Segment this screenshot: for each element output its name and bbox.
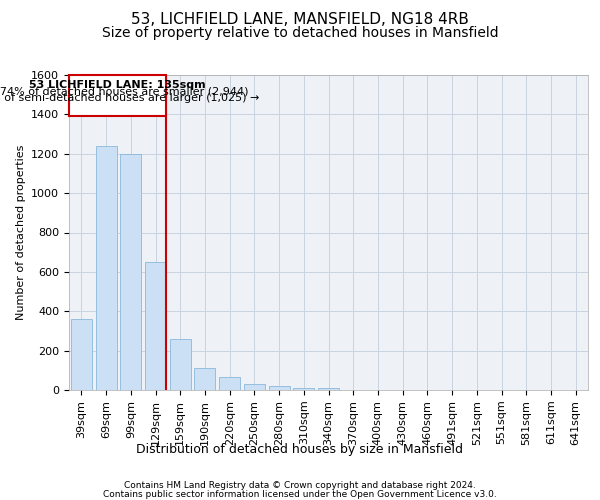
- Bar: [120, 154, 141, 390]
- Bar: [244, 384, 265, 390]
- Bar: [293, 388, 314, 390]
- Bar: [318, 388, 339, 390]
- Text: 26% of semi-detached houses are larger (1,025) →: 26% of semi-detached houses are larger (…: [0, 92, 259, 102]
- Bar: [194, 368, 215, 390]
- Bar: [69, 75, 166, 116]
- Bar: [95, 146, 116, 390]
- Y-axis label: Number of detached properties: Number of detached properties: [16, 145, 26, 320]
- Bar: [170, 339, 191, 390]
- Text: 53, LICHFIELD LANE, MANSFIELD, NG18 4RB: 53, LICHFIELD LANE, MANSFIELD, NG18 4RB: [131, 12, 469, 28]
- Text: Contains HM Land Registry data © Crown copyright and database right 2024.: Contains HM Land Registry data © Crown c…: [124, 481, 476, 490]
- Bar: [71, 319, 92, 390]
- Text: Distribution of detached houses by size in Mansfield: Distribution of detached houses by size …: [137, 442, 464, 456]
- Text: 53 LICHFIELD LANE: 135sqm: 53 LICHFIELD LANE: 135sqm: [29, 80, 206, 90]
- Text: ← 74% of detached houses are smaller (2,944): ← 74% of detached houses are smaller (2,…: [0, 86, 248, 97]
- Bar: [219, 377, 240, 390]
- Bar: [269, 386, 290, 390]
- Text: Size of property relative to detached houses in Mansfield: Size of property relative to detached ho…: [101, 26, 499, 40]
- Text: Contains public sector information licensed under the Open Government Licence v3: Contains public sector information licen…: [103, 490, 497, 499]
- Bar: [145, 262, 166, 390]
